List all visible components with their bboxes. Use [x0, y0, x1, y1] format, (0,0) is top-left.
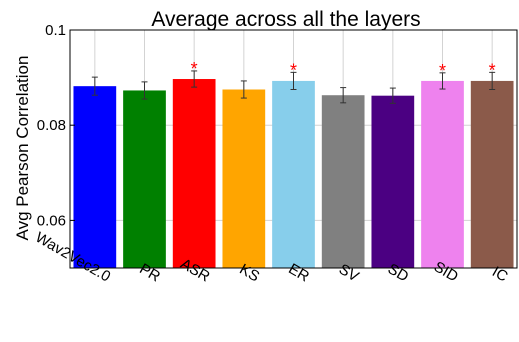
error-bar-group — [91, 70, 496, 104]
significance-star: * — [290, 60, 297, 80]
y-tick-label: 0.1 — [45, 22, 66, 39]
bar — [371, 95, 415, 268]
y-tick-label: 0.08 — [37, 117, 66, 134]
bar — [470, 80, 514, 268]
significance-marker-group: * * * * — [191, 59, 496, 81]
bar — [222, 89, 266, 268]
y-tick-label: 0.06 — [37, 212, 66, 229]
y-axis-label: Avg Pearson Correlation — [13, 56, 32, 241]
significance-star: * — [191, 59, 198, 79]
bar — [321, 95, 365, 268]
bar — [421, 80, 464, 268]
bar-group — [73, 79, 514, 269]
significance-star: * — [489, 60, 496, 80]
chart-title: Average across all the layers — [151, 8, 420, 31]
bar — [73, 86, 117, 268]
significance-star: * — [439, 61, 446, 81]
bar — [272, 80, 315, 268]
bar — [172, 79, 216, 268]
bar — [123, 90, 166, 269]
y-tick-group: 0.06 0.08 0.1 — [37, 22, 75, 229]
plot-frame — [69, 29, 518, 269]
